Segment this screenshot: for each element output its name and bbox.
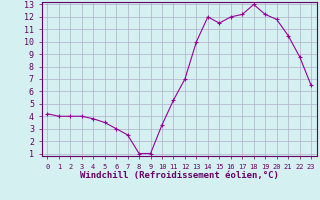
X-axis label: Windchill (Refroidissement éolien,°C): Windchill (Refroidissement éolien,°C) bbox=[80, 171, 279, 180]
